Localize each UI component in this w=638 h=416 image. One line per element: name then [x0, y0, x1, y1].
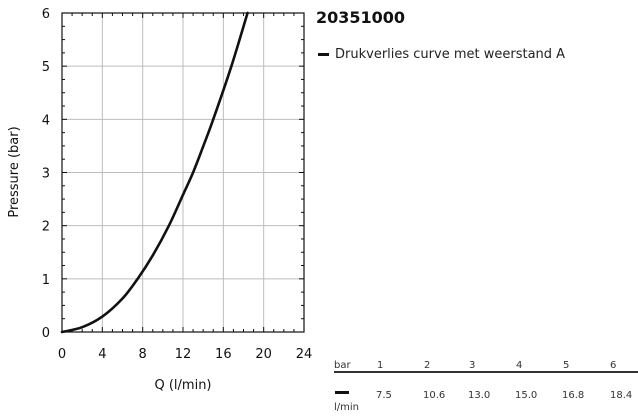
table-cell: 4: [516, 360, 523, 371]
legend: Drukverlies curve met weerstand A: [318, 47, 565, 62]
table-cell: 7.5: [376, 390, 392, 401]
x-tick-label: 24: [296, 347, 313, 362]
x-axis-title: Q (l/min): [154, 378, 211, 393]
table-cell: 10.6: [423, 390, 446, 401]
x-tick-label: 16: [215, 347, 232, 362]
legend-label: Drukverlies curve met weerstand A: [335, 47, 566, 62]
table-line-swatch: [335, 391, 349, 394]
y-tick-label: 2: [42, 220, 50, 235]
y-tick-label: 3: [42, 167, 50, 182]
table-cell: 5: [563, 360, 570, 371]
pressure-flow-table: bar 1 2 3 4 5 6 l/min 7.5 10.6 13.0 15.0…: [334, 360, 638, 413]
x-tick-label: 8: [139, 347, 147, 362]
y-tick-label: 5: [42, 60, 50, 75]
x-tick-label: 20: [255, 347, 272, 362]
table-cell: 15.0: [515, 390, 538, 401]
table-cell: 16.8: [562, 390, 585, 401]
table-cell: 18.4: [610, 390, 633, 401]
x-tick-label: 4: [98, 347, 106, 362]
y-tick-label: 0: [42, 326, 50, 341]
table-cell: 13.0: [468, 390, 491, 401]
table-unit-bar: bar: [334, 360, 351, 371]
table-cell: 3: [469, 360, 476, 371]
y-tick-label: 6: [42, 7, 50, 22]
grid-lines: [62, 13, 304, 332]
y-tick-label: 4: [42, 113, 50, 128]
table-divider: [334, 371, 638, 373]
table-cell: 1: [377, 360, 384, 371]
table-cell: 6: [610, 360, 617, 371]
legend-line-swatch: [318, 53, 329, 56]
table-row-flow: l/min 7.5 10.6 13.0 15.0 16.8 18.4: [334, 390, 638, 416]
table-unit-lmin: l/min: [334, 402, 360, 413]
plot-frame: [61, 12, 305, 333]
pressure-curve: [60, 11, 249, 334]
x-tick-label: 12: [175, 347, 192, 362]
product-code-title: 20351000: [316, 8, 406, 27]
y-tick-label: 1: [42, 273, 50, 288]
x-tick-label: 0: [58, 347, 66, 362]
table-row-pressure: bar 1 2 3 4 5 6: [334, 360, 638, 374]
table-cell: 2: [424, 360, 431, 371]
y-axis-title: Pressure (bar): [7, 126, 22, 217]
